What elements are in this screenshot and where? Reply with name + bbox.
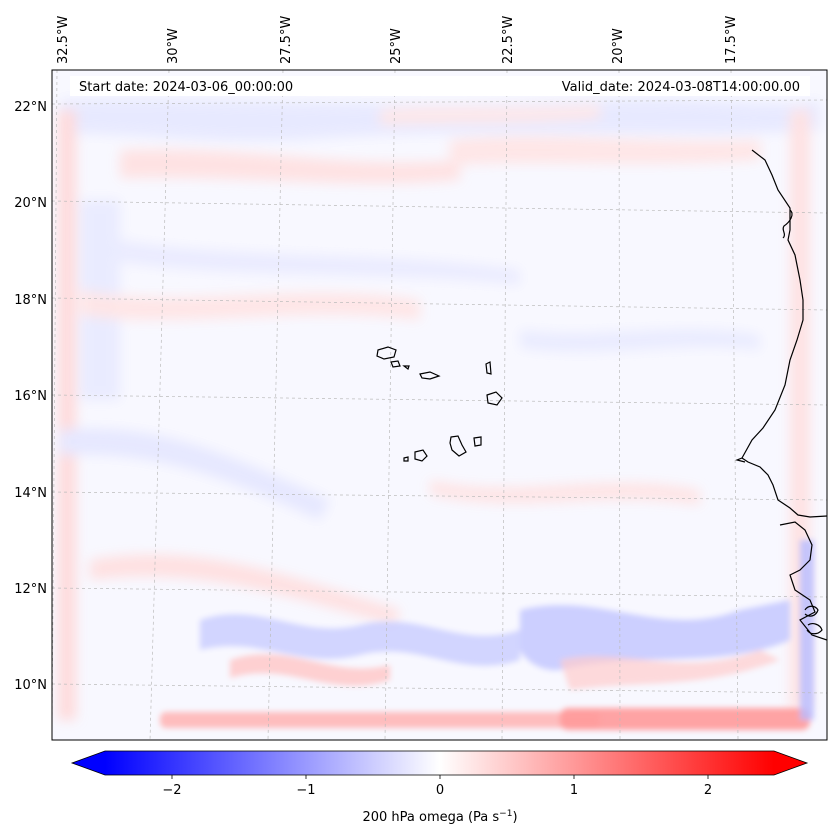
lat-label: 14°N (14, 486, 47, 501)
colorbar-tick: 0 (436, 783, 444, 798)
lat-label: 20°N (14, 196, 47, 211)
africa-coastline (741, 149, 827, 518)
colorbar-low-extend (72, 751, 105, 775)
colorbar-outline (70, 750, 809, 776)
lat-label: 10°N (14, 678, 47, 693)
dakar-peninsula (735, 457, 746, 463)
island-brava (403, 456, 409, 462)
colorbar-label: 200 hPa omega (Pa s−1) (362, 809, 517, 825)
lat-label: 16°N (14, 389, 47, 404)
colorbar-tick: −2 (162, 783, 181, 798)
lon-label: 30°W (166, 28, 181, 64)
island-sao-nicolau (419, 371, 441, 380)
island-fogo (414, 449, 428, 462)
lon-labels: 32.5°W 30°W 27.5°W 25°W 22.5°W 20°W 17.5… (56, 16, 739, 64)
island-santa-luzia (402, 365, 410, 370)
colorbar-tick: 1 (570, 783, 578, 798)
omega-field (58, 98, 820, 730)
gridlines (52, 70, 827, 740)
lat-label: 12°N (14, 582, 47, 597)
lon-label: 20°W (611, 28, 626, 64)
island-santiago (449, 435, 467, 457)
lon-label: 22.5°W (501, 16, 516, 64)
lon-label: 27.5°W (279, 16, 294, 64)
colorbar-gradient (105, 751, 774, 775)
colorbar: −2 −1 0 1 2 200 hPa omega (Pa s−1) (70, 750, 809, 825)
colorbar-tick: 2 (704, 783, 712, 798)
lon-label: 25°W (389, 28, 404, 64)
island-santo-antao (376, 346, 397, 360)
header-box (70, 76, 810, 96)
lon-label: 17.5°W (724, 16, 739, 64)
lat-label: 22°N (14, 100, 47, 115)
valid-date-text: Valid_date: 2024-03-08T14:00:00.00 (562, 80, 800, 95)
island-sao-vicente (390, 360, 401, 368)
coastline (376, 149, 827, 641)
island-sal (485, 361, 492, 375)
colorbar-tick: −1 (296, 783, 315, 798)
plot-frame (51, 69, 828, 741)
lon-label: 32.5°W (56, 16, 71, 64)
start-date-text: Start date: 2024-03-06_00:00:00 (79, 80, 293, 95)
lat-label: 18°N (14, 293, 47, 308)
lat-labels: 22°N 20°N 18°N 16°N 14°N 12°N 10°N (14, 100, 47, 693)
island-boa-vista (486, 391, 503, 406)
colorbar-high-extend (774, 751, 807, 775)
island-maio (473, 436, 482, 447)
